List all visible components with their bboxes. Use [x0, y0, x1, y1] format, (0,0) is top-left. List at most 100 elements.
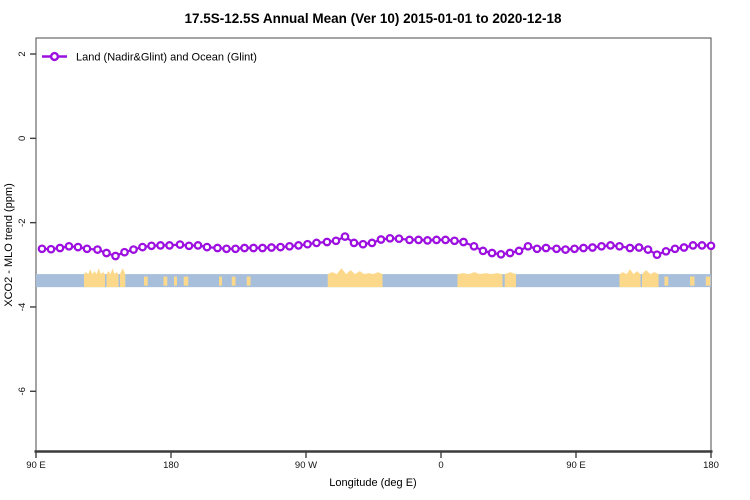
land-segment	[106, 268, 119, 288]
data-point	[625, 243, 635, 253]
legend-label: Land (Nadir&Glint) and Ocean (Glint)	[76, 52, 257, 64]
data-point	[670, 244, 680, 254]
data-point	[46, 244, 56, 254]
data-point	[102, 248, 111, 258]
data-point	[552, 244, 561, 254]
data-point	[276, 242, 285, 252]
data-point	[523, 241, 533, 251]
data-point	[285, 241, 294, 251]
data-point	[231, 244, 240, 254]
data-point	[322, 237, 332, 247]
land-island	[183, 276, 189, 286]
land-island	[163, 276, 168, 286]
data-point	[450, 236, 459, 246]
land-segment	[120, 268, 126, 288]
land-island	[246, 276, 251, 286]
data-point	[165, 241, 174, 250]
land-segment	[504, 272, 516, 288]
data-point	[294, 241, 303, 250]
data-point	[111, 251, 120, 261]
data-point	[175, 240, 185, 249]
data-point	[652, 250, 662, 260]
data-point	[64, 241, 74, 251]
x-tick-label: 90 E	[26, 460, 46, 471]
data-point	[331, 236, 341, 246]
data-point	[643, 245, 653, 254]
land-segment	[457, 272, 503, 288]
data-point	[240, 243, 249, 253]
data-point	[120, 247, 129, 257]
land-island	[705, 276, 711, 286]
data-point	[405, 235, 414, 245]
land-island	[664, 276, 669, 286]
data-point	[487, 248, 497, 258]
legend-marker-circle	[49, 51, 60, 62]
data-point	[579, 243, 588, 253]
x-tick-label: 0	[438, 460, 443, 471]
y-tick-label: 2	[17, 51, 28, 56]
data-point	[340, 232, 350, 241]
data-point	[688, 241, 698, 250]
legend: Land (Nadir&Glint) and Ocean (Glint)	[42, 52, 257, 64]
data-point	[634, 243, 644, 252]
data-point	[93, 245, 102, 254]
data-point	[37, 244, 47, 254]
x-axis-label: Longitude (deg E)	[329, 477, 416, 489]
data-point	[423, 236, 432, 245]
data-point	[597, 241, 606, 251]
axes: 90 E 180 90 W 0 90 E 180 2 0 -2 -4 -6	[17, 51, 719, 471]
x-tick-label: 180	[703, 460, 719, 471]
data-point	[706, 241, 716, 251]
land-island	[690, 276, 695, 286]
data-point	[349, 238, 359, 248]
data-series	[37, 232, 716, 261]
map-strip	[36, 268, 711, 288]
data-point	[222, 244, 231, 254]
land-segment	[619, 269, 641, 288]
data-point	[73, 242, 83, 252]
data-point	[367, 238, 377, 248]
data-point	[532, 244, 542, 254]
land-segment	[84, 268, 105, 288]
data-point	[129, 245, 138, 254]
x-tick-label: 180	[163, 460, 179, 471]
y-tick-label: -2	[17, 218, 28, 226]
y-tick-label: -6	[17, 387, 28, 395]
land-island	[231, 276, 236, 286]
land-island	[174, 276, 177, 286]
land-island	[219, 276, 222, 286]
data-point	[588, 243, 597, 252]
data-point	[606, 241, 615, 250]
data-point	[414, 235, 423, 245]
y-tick-label: -4	[17, 303, 28, 311]
data-point	[478, 246, 488, 256]
data-point	[514, 246, 524, 256]
data-point	[138, 242, 147, 252]
data-point	[358, 239, 368, 249]
data-point	[441, 235, 450, 245]
data-point	[202, 242, 212, 252]
data-point	[147, 241, 156, 251]
data-point	[697, 241, 707, 250]
land-island	[144, 276, 148, 286]
y-axis-label: XCO2 - MLO trend (ppm)	[3, 183, 15, 306]
data-point	[570, 244, 579, 254]
data-point	[459, 237, 468, 247]
data-point	[661, 246, 671, 256]
data-point	[193, 241, 203, 250]
data-point	[505, 248, 515, 258]
data-point	[469, 241, 479, 251]
data-point	[679, 243, 689, 252]
y-tick-label: 0	[17, 136, 28, 141]
data-point	[432, 235, 441, 245]
data-point	[267, 243, 276, 252]
x-tick-label: 90 W	[295, 460, 317, 471]
data-point	[496, 249, 506, 259]
land-segment	[327, 268, 383, 288]
data-point	[615, 241, 624, 251]
data-point	[376, 235, 386, 244]
data-point	[385, 233, 395, 243]
data-point	[541, 243, 551, 253]
data-point	[213, 243, 222, 253]
data-point	[312, 238, 321, 248]
